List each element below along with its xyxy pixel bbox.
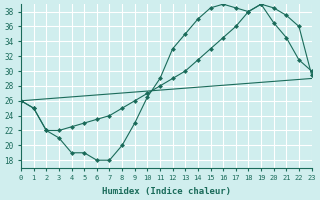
X-axis label: Humidex (Indice chaleur): Humidex (Indice chaleur) (102, 187, 231, 196)
